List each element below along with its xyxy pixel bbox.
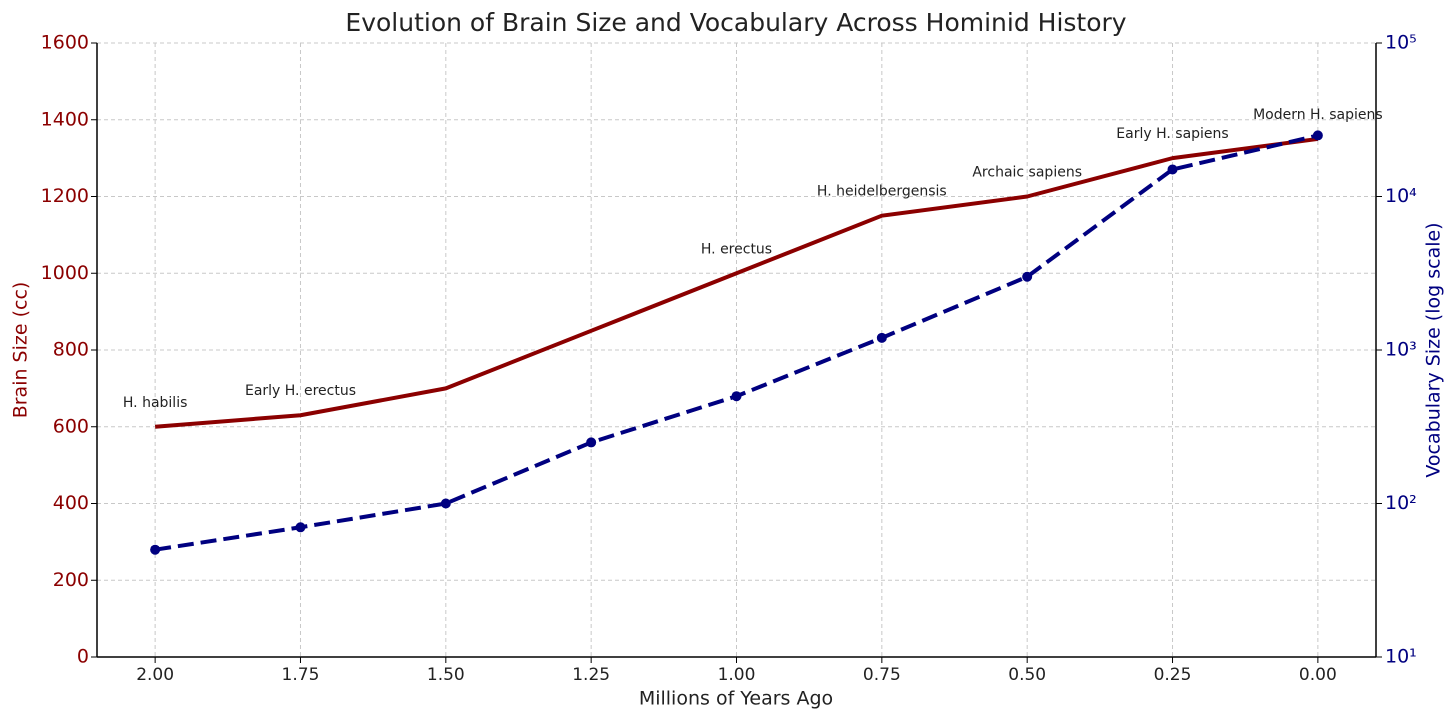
- y-tick-label: 800: [53, 339, 89, 361]
- data-point: [440, 498, 451, 509]
- annotation: Early H. sapiens: [1116, 126, 1228, 142]
- x-axis-label: Millions of Years Ago: [639, 688, 833, 710]
- y2-tick-label: 10¹: [1385, 646, 1417, 668]
- y2-axis-label: Vocabulary Size (log scale): [1423, 222, 1445, 477]
- data-point: [295, 522, 306, 533]
- y-tick-label: 400: [53, 492, 89, 514]
- data-point: [731, 391, 742, 402]
- y-tick-label: 1000: [41, 262, 89, 284]
- y-tick-label: 1600: [41, 32, 89, 54]
- x-tick-label: 0.75: [863, 665, 901, 685]
- y-tick-label: 1200: [41, 185, 89, 207]
- y-tick-label: 1400: [41, 108, 89, 130]
- x-tick-label: 0.00: [1299, 665, 1337, 685]
- y2-tick-label: 10²: [1385, 492, 1417, 514]
- y-tick-label: 600: [53, 415, 89, 437]
- x-tick-label: 0.25: [1154, 665, 1192, 685]
- y2-tick-label: 10⁴: [1385, 185, 1417, 207]
- x-tick-label: 0.50: [1008, 665, 1046, 685]
- annotation: H. erectus: [701, 241, 772, 257]
- chart-title: Evolution of Brain Size and Vocabulary A…: [345, 8, 1126, 37]
- data-point: [876, 332, 887, 343]
- x-tick-label: 1.25: [572, 665, 610, 685]
- annotation: Early H. erectus: [245, 383, 356, 399]
- annotation: Modern H. sapiens: [1253, 107, 1383, 123]
- y2-tick-label: 10⁵: [1385, 32, 1417, 54]
- annotation: H. habilis: [123, 395, 187, 411]
- data-point: [586, 437, 597, 448]
- x-tick-label: 1.00: [718, 665, 756, 685]
- data-point: [1167, 164, 1178, 175]
- y-tick-label: 0: [77, 646, 89, 668]
- y-tick-label: 200: [53, 569, 89, 591]
- data-point: [1022, 271, 1033, 282]
- annotation: H. heidelbergensis: [817, 184, 947, 200]
- x-tick-label: 1.75: [282, 665, 320, 685]
- data-point: [1312, 130, 1323, 141]
- series-line: [154, 136, 1319, 429]
- y2-tick-label: 10³: [1385, 339, 1417, 361]
- y-axis-label: Brain Size (cc): [10, 282, 32, 419]
- x-tick-label: 2.00: [136, 665, 174, 685]
- x-tick-label: 1.50: [427, 665, 465, 685]
- data-point: [150, 544, 161, 555]
- annotation: Archaic sapiens: [972, 165, 1082, 181]
